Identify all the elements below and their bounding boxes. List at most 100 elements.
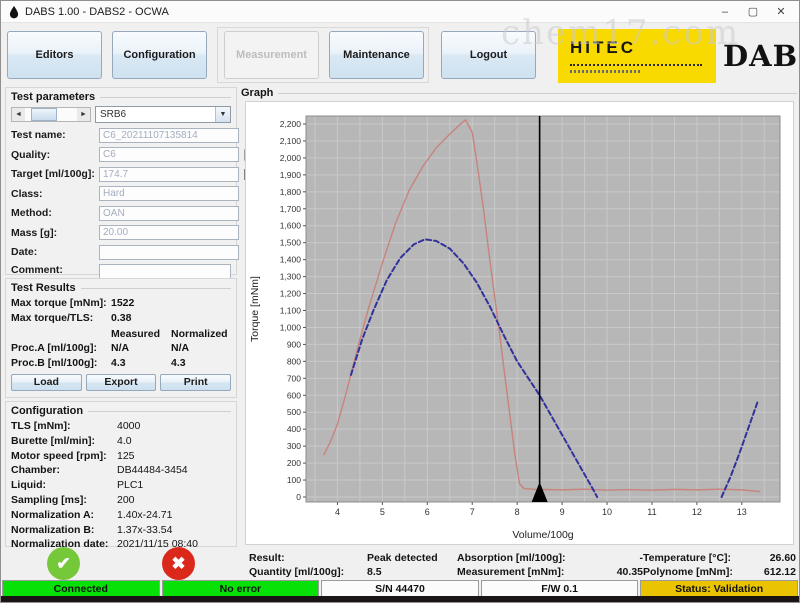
hitec-logo-text: HITEC	[570, 38, 636, 57]
measurement-label: Measurement [mNm]:	[457, 566, 565, 578]
svg-text:6: 6	[425, 507, 430, 517]
measurement-button[interactable]: Measurement	[224, 31, 319, 79]
chevron-down-icon[interactable]: ▼	[215, 107, 230, 122]
editors-button[interactable]: Editors	[7, 31, 102, 79]
graph-title: Graph	[241, 87, 797, 99]
test-parameters-panel: Test parameters ◄ ► SRB6 ▼ Test name: Qu…	[5, 87, 255, 290]
svg-text:1,400: 1,400	[280, 255, 302, 265]
hitec-tagline	[570, 70, 640, 73]
sample-select[interactable]: SRB6 ▼	[95, 106, 231, 123]
scroll-left-icon[interactable]: ◄	[12, 108, 25, 121]
config-row: Sampling [ms]: 200	[11, 493, 135, 506]
result-value: Peak detected	[367, 552, 438, 564]
class-input[interactable]	[99, 186, 239, 201]
proc-a-measured: N/A	[111, 342, 130, 354]
quality-label: Quality:	[11, 148, 51, 161]
window-controls: – ▢ ✕	[711, 2, 795, 22]
scrollbar-track[interactable]	[25, 108, 77, 121]
svg-text:5: 5	[380, 507, 385, 517]
temperature-label: Temperature [°C]:	[643, 552, 732, 564]
target-input[interactable]	[99, 166, 239, 182]
svg-text:1,300: 1,300	[280, 272, 302, 282]
svg-text:1,900: 1,900	[280, 170, 302, 180]
cancel-button[interactable]: ✖	[162, 547, 195, 580]
proc-b-label: Proc.B [ml/100g]:	[11, 356, 98, 369]
x-icon: ✖	[171, 554, 186, 573]
svg-text:2,100: 2,100	[280, 136, 302, 146]
status-validation: Status: Validation	[640, 580, 798, 597]
torque-volume-chart: 4 5 6 7 8 9 10 11 12 13 0 100 200 300 400 500 600 700 800 9…	[249, 115, 781, 541]
svg-text:500: 500	[287, 407, 301, 417]
check-icon: ✔	[56, 554, 71, 573]
svg-text:700: 700	[287, 373, 301, 383]
polynome-label: Polynome [mNm]:	[643, 566, 733, 578]
config-row: Chamber: DB44484-3454	[11, 464, 188, 477]
max-torque-value: 1522	[111, 297, 135, 309]
svg-text:0: 0	[296, 492, 301, 502]
proc-b-measured: 4.3	[111, 356, 126, 369]
svg-text:7: 7	[470, 507, 475, 517]
target-label: Target [ml/100g]:	[11, 168, 95, 180]
date-input[interactable]	[99, 244, 239, 260]
svg-text:Torque [mNm]: Torque [mNm]	[249, 276, 261, 342]
svg-text:2,000: 2,000	[280, 153, 302, 163]
svg-text:10: 10	[602, 507, 612, 517]
svg-text:4: 4	[335, 507, 340, 517]
hitec-logo: HITEC	[558, 29, 716, 83]
max-torque-label: Max torque [mNm]:	[11, 297, 107, 309]
config-row: TLS [mNm]: 4000	[11, 420, 141, 432]
svg-text:8: 8	[515, 507, 520, 517]
result-label: Result:	[249, 552, 285, 564]
minimize-button[interactable]: –	[721, 5, 729, 18]
measurement-group: Measurement Maintenance	[217, 27, 429, 83]
absorption-label: Absorption [ml/100g]:	[457, 552, 566, 564]
quantity-label: Quantity [ml/100g]:	[249, 566, 345, 578]
measured-column-header: Measured	[111, 327, 161, 340]
scroll-right-icon[interactable]: ►	[77, 108, 90, 121]
logout-button[interactable]: Logout	[441, 31, 536, 79]
status-serial-number: S/N 44470	[321, 580, 479, 597]
maximize-button[interactable]: ▢	[747, 5, 759, 18]
svg-text:1,800: 1,800	[280, 187, 302, 197]
results-bar: Result: Peak detected Absorption [ml/100…	[249, 551, 796, 579]
max-torque-tls-value: 0.38	[111, 311, 132, 324]
svg-text:1,000: 1,000	[280, 322, 302, 332]
date-label: Date:	[11, 246, 38, 258]
config-row: Normalization A: 1.40x-24.71	[11, 508, 173, 521]
svg-text:11: 11	[647, 507, 656, 517]
proc-a-label: Proc.A [ml/100g]:	[11, 342, 97, 354]
config-row: Normalization B: 1.37x-33.54	[11, 523, 173, 536]
status-firmware: F/W 0.1	[480, 580, 639, 597]
comment-label: Comment:	[11, 264, 63, 276]
configuration-button[interactable]: Configuration	[112, 31, 207, 79]
proc-a-normalized: N/A	[171, 342, 190, 354]
svg-text:1,100: 1,100	[280, 306, 302, 316]
scrollbar-thumb[interactable]	[31, 108, 57, 121]
confirm-button[interactable]: ✔	[47, 547, 80, 580]
maintenance-button[interactable]: Maintenance	[329, 31, 424, 79]
close-button[interactable]: ✕	[776, 5, 786, 18]
test-results-panel: Test Results Max torque [mNm]: 1522 Max …	[5, 278, 237, 398]
test-name-input[interactable]	[99, 127, 239, 143]
svg-text:Volume/100g: Volume/100g	[512, 529, 573, 541]
temperature-value: 26.60	[769, 552, 796, 564]
print-button[interactable]: Print	[160, 373, 232, 391]
proc-b-normalized: 4.3	[171, 356, 186, 369]
sample-scrollbar[interactable]: ◄ ►	[11, 107, 91, 122]
method-input[interactable]	[99, 205, 239, 221]
export-button[interactable]: Export	[85, 373, 157, 391]
test-name-label: Test name:	[11, 129, 66, 141]
load-button[interactable]: Load	[11, 373, 82, 391]
svg-text:200: 200	[287, 458, 301, 468]
svg-text:2,200: 2,200	[280, 119, 302, 129]
toolbar: Editors Configuration Measurement Mainte…	[7, 27, 800, 83]
svg-text:1,600: 1,600	[280, 221, 302, 231]
test-parameters-title: Test parameters	[11, 91, 231, 103]
title-bar: DABS 1.00 - DABS2 - OCWA – ▢ ✕	[1, 1, 799, 23]
quality-input[interactable]	[99, 147, 239, 162]
bottom-strip	[1, 596, 799, 602]
mass-input[interactable]	[99, 225, 239, 240]
measurement-value: 40.35	[616, 566, 643, 578]
quantity-value: 8.5	[367, 566, 382, 578]
